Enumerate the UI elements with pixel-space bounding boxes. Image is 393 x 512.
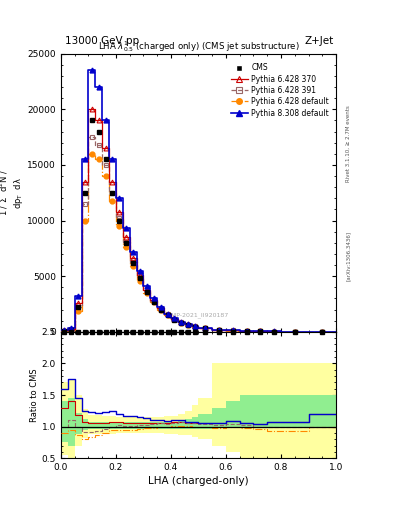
Text: Z+Jet: Z+Jet (304, 36, 333, 46)
Text: SMP-2021_II920187: SMP-2021_II920187 (168, 312, 229, 318)
Y-axis label: Ratio to CMS: Ratio to CMS (30, 368, 39, 422)
Text: [arXiv:1306.3436]: [arXiv:1306.3436] (346, 231, 351, 281)
Legend: CMS, Pythia 6.428 370, Pythia 6.428 391, Pythia 6.428 default, Pythia 8.308 defa: CMS, Pythia 6.428 370, Pythia 6.428 391,… (228, 60, 332, 121)
Text: 13000 GeV pp: 13000 GeV pp (65, 36, 139, 46)
Text: Rivet 3.1.10, ≥ 2.7M events: Rivet 3.1.10, ≥ 2.7M events (346, 105, 351, 182)
Y-axis label: 1 / $\mathdefault{\Sigma}$  $\mathdefault{d^2N}$ /
$\mathdefault{dp_T}$  $\mathd: 1 / $\mathdefault{\Sigma}$ $\mathdefault… (0, 169, 24, 217)
Title: LHA $\lambda^{1}_{0.5}$ (charged only) (CMS jet substructure): LHA $\lambda^{1}_{0.5}$ (charged only) (… (98, 39, 299, 54)
X-axis label: LHA (charged-only): LHA (charged-only) (148, 476, 249, 486)
